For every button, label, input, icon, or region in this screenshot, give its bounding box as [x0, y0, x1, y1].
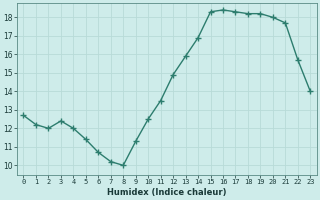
X-axis label: Humidex (Indice chaleur): Humidex (Indice chaleur) [107, 188, 227, 197]
